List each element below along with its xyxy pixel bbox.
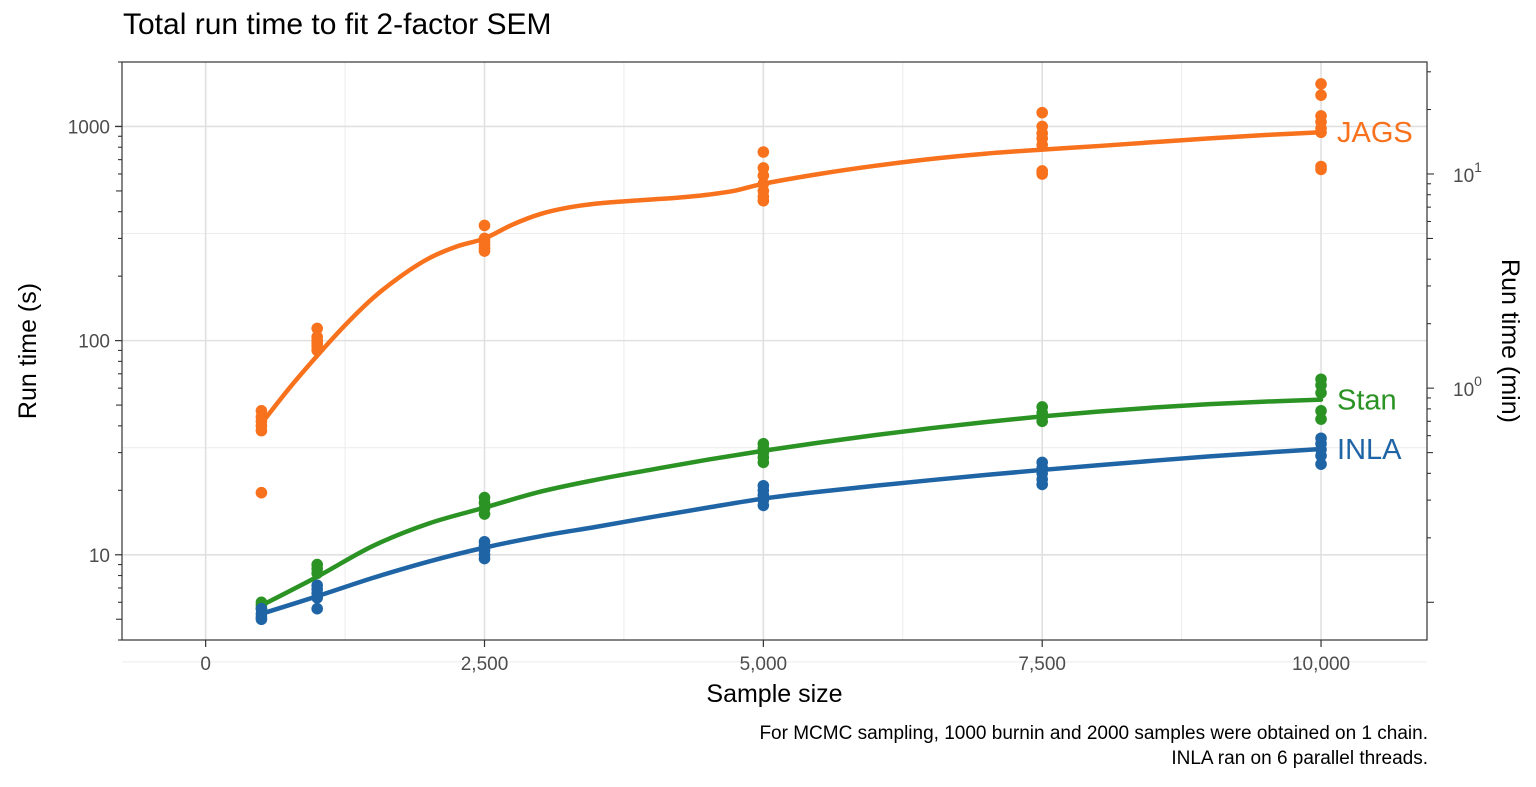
data-point-inla xyxy=(311,602,323,615)
fit-lines xyxy=(259,129,1324,617)
secondary-y-axis-label: Run time (min) xyxy=(1496,259,1524,423)
y-tick-label: 100 xyxy=(78,332,110,353)
caption-line-2: INLA ran on 6 parallel threads. xyxy=(1171,748,1428,769)
data-points xyxy=(255,78,1327,626)
data-point-jags xyxy=(1036,168,1048,180)
data-point-jags xyxy=(757,146,770,158)
data-point-stan xyxy=(757,456,770,469)
y-tick-label: 1000 xyxy=(68,117,110,138)
data-point-jags xyxy=(757,194,770,207)
plot-panel-border xyxy=(121,61,1428,641)
data-point-jags xyxy=(255,486,268,499)
data-point-inla xyxy=(757,499,770,512)
data-point-jags xyxy=(478,219,491,232)
y2-tick-label: 100 xyxy=(1453,373,1482,401)
fit-line-stan xyxy=(259,397,1324,608)
fit-line-jags xyxy=(259,129,1324,426)
chart-title: Total run time to fit 2-factor SEM xyxy=(123,8,552,41)
series-label-jags: JAGS xyxy=(1337,117,1413,149)
data-point-jags xyxy=(1036,139,1048,151)
data-point-jags xyxy=(311,344,323,357)
data-point-stan xyxy=(1315,405,1327,417)
data-point-stan xyxy=(1315,413,1327,425)
data-point-stan xyxy=(1036,415,1048,428)
x-tick-label: 7,500 xyxy=(1018,654,1066,675)
caption-line-1: For MCMC sampling, 1000 burnin and 2000 … xyxy=(759,723,1428,744)
data-point-jags xyxy=(255,424,268,437)
x-tick-label: 10,000 xyxy=(1292,654,1350,675)
y2-tick-label: 101 xyxy=(1453,159,1482,187)
data-point-jags xyxy=(1315,163,1327,176)
data-point-jags xyxy=(1315,126,1327,139)
data-point-stan xyxy=(478,508,491,520)
series-label-inla: INLA xyxy=(1337,434,1402,466)
data-point-inla xyxy=(1315,458,1327,470)
data-point-inla xyxy=(311,591,323,604)
x-tick-label: 2,500 xyxy=(461,654,509,675)
data-point-jags xyxy=(1315,78,1327,90)
series-label-stan: Stan xyxy=(1337,385,1397,417)
data-point-jags xyxy=(311,322,323,335)
data-point-inla xyxy=(478,552,491,565)
y2-tick-exponent: 0 xyxy=(1474,373,1482,389)
grid-lines xyxy=(122,62,1427,663)
data-point-inla xyxy=(255,613,268,626)
data-point-stan xyxy=(311,567,323,580)
y2-tick-base: 10 xyxy=(1453,166,1474,187)
x-axis-label: Sample size xyxy=(706,680,842,708)
data-point-jags xyxy=(1036,106,1048,119)
series-labels: JAGS Stan INLA xyxy=(1337,117,1413,466)
data-point-jags xyxy=(1315,89,1327,101)
fit-line-inla xyxy=(259,446,1324,617)
y-tick-label: 10 xyxy=(89,546,110,567)
data-point-jags xyxy=(757,169,770,182)
y-axis-label: Run time (s) xyxy=(14,283,42,419)
data-point-jags xyxy=(478,245,491,257)
data-point-inla xyxy=(1036,478,1048,491)
y2-tick-base: 10 xyxy=(1453,380,1474,401)
data-point-inla xyxy=(1315,449,1327,462)
data-point-stan xyxy=(1315,387,1327,399)
x-tick-label: 0 xyxy=(200,654,211,675)
x-tick-label: 5,000 xyxy=(740,654,788,675)
y2-tick-exponent: 1 xyxy=(1474,159,1482,175)
